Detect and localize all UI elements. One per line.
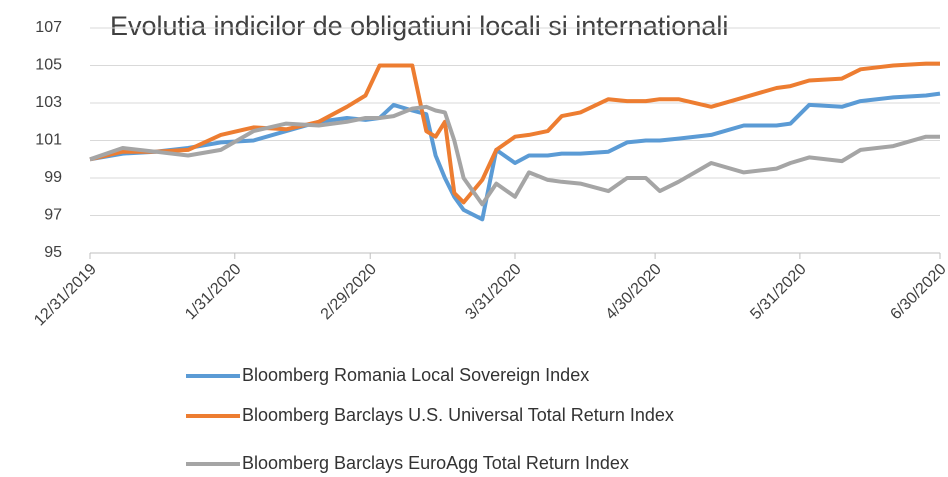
y-tick-label: 105: [35, 57, 62, 74]
y-tick-label: 107: [35, 19, 62, 36]
legend-label: Bloomberg Barclays U.S. Universal Total …: [242, 405, 674, 425]
y-tick-label: 95: [44, 244, 62, 261]
series-line: [89, 104, 940, 207]
x-tick-label: 3/31/2020: [462, 261, 524, 323]
x-tick-label: 6/30/2020: [887, 261, 948, 323]
x-tick-label: 12/31/2019: [31, 261, 100, 330]
chart-title: Evolutia indicilor de obligatiuni locali…: [110, 11, 728, 41]
x-tick-label: 4/30/2020: [603, 261, 665, 323]
y-tick-label: 101: [35, 132, 62, 149]
y-tick-label: 99: [44, 169, 62, 186]
y-tick-label: 97: [44, 207, 62, 224]
y-tick-label: 103: [35, 94, 62, 111]
series-line: [89, 61, 940, 205]
x-tick-label: 5/31/2020: [747, 261, 809, 323]
x-tick-label: 1/31/2020: [182, 261, 244, 323]
x-tick-label: 2/29/2020: [318, 261, 380, 323]
legend-label: Bloomberg Romania Local Sovereign Index: [242, 365, 589, 385]
legend-label: Bloomberg Barclays EuroAgg Total Return …: [242, 453, 629, 473]
